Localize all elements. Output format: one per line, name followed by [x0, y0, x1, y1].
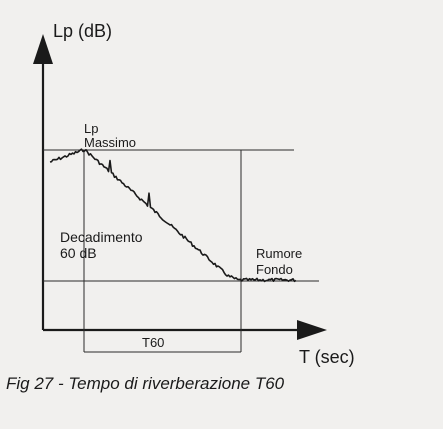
t60-span-label: T60: [142, 335, 164, 350]
decay-label-line2: 60 dB: [60, 245, 97, 261]
noise-label-line2: Fondo: [256, 262, 293, 277]
decay-label-line1: Decadimento: [60, 229, 143, 245]
decay-curve: [49, 148, 297, 283]
x-axis-arrowhead: [297, 320, 327, 340]
figure-caption: Fig 27 - Tempo di riverberazione T60: [6, 374, 285, 393]
peak-label-line1: Lp: [84, 121, 98, 136]
noise-label-line1: Rumore: [256, 246, 302, 261]
y-axis-arrowhead: [33, 34, 53, 64]
x-axis-label: T (sec): [299, 347, 355, 367]
peak-label-line2: Massimo: [84, 135, 136, 150]
y-axis-label: Lp (dB): [53, 21, 112, 41]
